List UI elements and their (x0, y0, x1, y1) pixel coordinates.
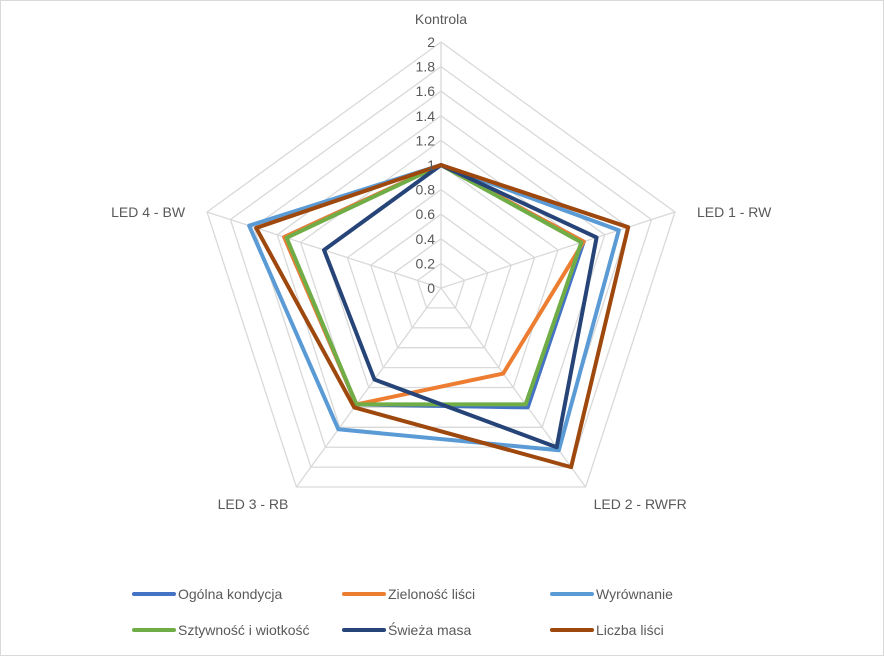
tick-label: 1.6 (416, 83, 436, 99)
tick-label: 1 (427, 157, 435, 173)
tick-label: 1.2 (416, 132, 436, 148)
tick-label: 1.4 (416, 108, 436, 124)
grid-ring (370, 213, 512, 349)
axis-label: LED 4 - BW (111, 204, 186, 220)
grid-ring (253, 90, 629, 448)
legend: Ogólna kondycja Zieloność liści Wyrównanie… (132, 586, 673, 638)
grid-ring (416, 262, 466, 309)
axis-labels: Kontrola LED 1 - RW LED 2 - RWFR LED 3 - RB… (111, 11, 772, 512)
legend-label: Liczba liści (596, 622, 664, 638)
axis-label: Kontrola (415, 11, 467, 27)
axis-label: LED 3 - RB (218, 496, 289, 512)
legend-label: Świeża masa (388, 621, 471, 638)
series-line (254, 163, 631, 470)
series-line (247, 163, 621, 453)
tick-label: 2 (427, 34, 435, 50)
tick-label: 0.8 (416, 182, 436, 198)
legend-label: Ogólna kondycja (178, 586, 283, 602)
legend-label: Wyrównanie (596, 586, 673, 602)
grid-spoke (440, 287, 587, 488)
tick-label: 0.4 (416, 231, 436, 247)
radar-spokes (206, 42, 676, 488)
legend-label: Sztywność i wiotkość (178, 622, 309, 638)
grid-ring (346, 188, 536, 369)
tick-label: 1.8 (416, 59, 436, 75)
axis-label: LED 1 - RW (697, 204, 772, 220)
legend-label: Zieloność liści (388, 586, 475, 602)
tick-label: 0.2 (416, 255, 436, 271)
axis-label: LED 2 - RWFR (594, 496, 687, 512)
series-line (322, 163, 599, 450)
grid-ring (229, 65, 653, 468)
grid-spoke (440, 211, 676, 289)
tick-label: 0 (427, 280, 435, 296)
series-layer (247, 163, 631, 470)
tick-label: 0.6 (416, 206, 436, 222)
grid-spoke (295, 287, 442, 488)
tick-labels: 0 0.2 0.4 0.6 0.8 1 1.2 1.4 1.6 1.8 2 (416, 34, 436, 296)
grid-ring (393, 237, 489, 329)
grid-ring (206, 41, 676, 488)
